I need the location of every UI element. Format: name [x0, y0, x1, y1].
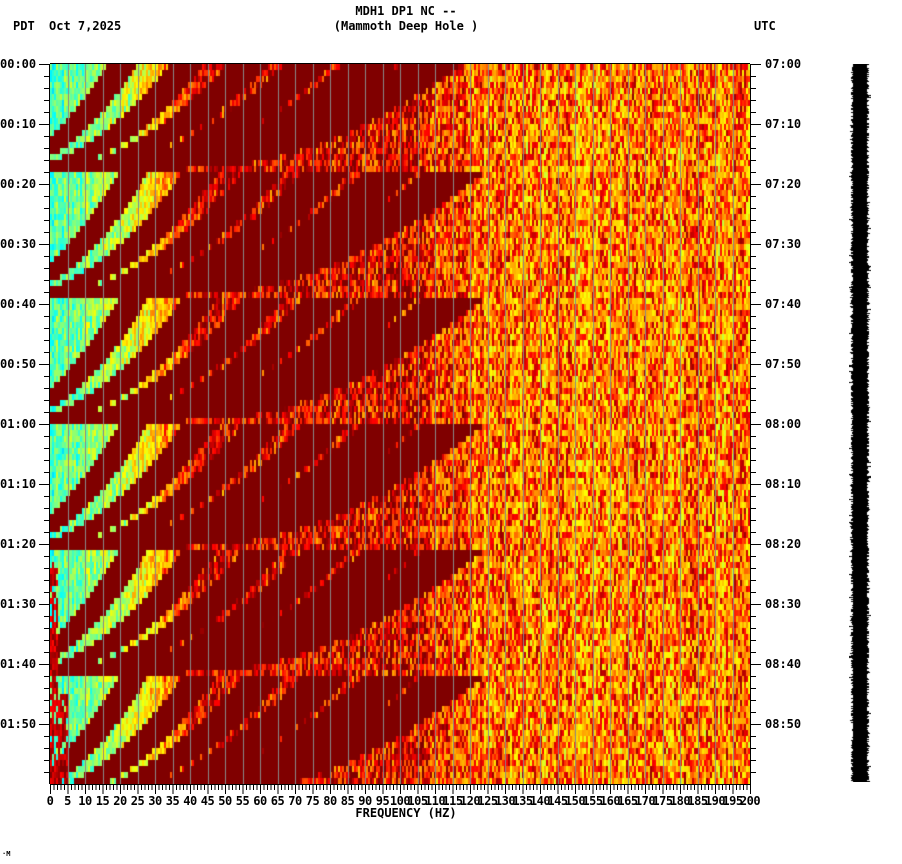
- x-tick: 55: [235, 794, 250, 808]
- y-tick-left: 01:10: [0, 477, 37, 491]
- y-tick-right: 07:40: [765, 297, 802, 311]
- x-tick: 140: [529, 794, 551, 808]
- x-tick: 45: [200, 794, 215, 808]
- y-tick-left: 01:00: [0, 417, 37, 431]
- y-tick-right: 07:20: [765, 177, 802, 191]
- x-tick: 5: [64, 794, 71, 808]
- y-tick-left: 01:30: [0, 597, 37, 611]
- x-tick: 170: [634, 794, 656, 808]
- x-axis-title: FREQUENCY (HZ): [355, 806, 457, 820]
- x-tick: 15: [95, 794, 110, 808]
- spectrogram-canvas: [50, 64, 750, 784]
- spectrogram-plot: [50, 64, 750, 784]
- x-tick: 40: [183, 794, 197, 808]
- x-tick: 120: [459, 794, 481, 808]
- x-tick: 165: [617, 794, 638, 808]
- x-tick: 145: [547, 794, 568, 808]
- right-timezone-label: UTC: [754, 19, 776, 33]
- x-tick: 20: [113, 794, 127, 808]
- seismogram-trace: [849, 64, 871, 782]
- x-tick: 85: [340, 794, 355, 808]
- x-tick: 115: [442, 794, 463, 808]
- y-tick-left: 01:20: [0, 537, 37, 551]
- station-title: MDH1 DP1 NC --: [355, 4, 457, 18]
- x-tick: 90: [358, 794, 372, 808]
- y-tick-left: 00:00: [0, 57, 37, 71]
- x-tick: 175: [652, 794, 673, 808]
- x-tick: 65: [270, 794, 285, 808]
- x-tick: 35: [165, 794, 180, 808]
- x-tick: 190: [704, 794, 726, 808]
- x-tick: 50: [218, 794, 232, 808]
- x-tick: 25: [130, 794, 145, 808]
- x-tick: 150: [564, 794, 586, 808]
- y-tick-left: 00:50: [0, 357, 37, 371]
- x-tick: 95: [375, 794, 390, 808]
- x-tick: 110: [424, 794, 446, 808]
- y-tick-left: 00:20: [0, 177, 37, 191]
- x-tick: 200: [739, 794, 761, 808]
- left-timezone-label: PDT: [13, 19, 35, 33]
- y-tick-right: 08:40: [765, 657, 802, 671]
- y-tick-right: 07:00: [765, 57, 802, 71]
- x-tick: 105: [407, 794, 428, 808]
- x-tick: 30: [148, 794, 162, 808]
- x-tick: 80: [323, 794, 337, 808]
- x-tick: 100: [389, 794, 411, 808]
- y-tick-right: 07:50: [765, 357, 802, 371]
- site-title: (Mammoth Deep Hole ): [333, 19, 479, 33]
- x-tick: 135: [512, 794, 533, 808]
- y-tick-left: 00:40: [0, 297, 37, 311]
- y-tick-left: 01:40: [0, 657, 37, 671]
- x-tick: 185: [687, 794, 708, 808]
- x-tick: 10: [78, 794, 92, 808]
- x-tick: 70: [288, 794, 302, 808]
- y-tick-right: 07:10: [765, 117, 802, 131]
- x-tick: 160: [599, 794, 621, 808]
- x-tick: 75: [305, 794, 320, 808]
- y-tick-left: 01:50: [0, 717, 37, 731]
- x-tick: 60: [253, 794, 267, 808]
- x-tick: 180: [669, 794, 691, 808]
- x-tick: 125: [477, 794, 498, 808]
- y-tick-right: 08:50: [765, 717, 802, 731]
- footer-mark: ·M: [2, 850, 11, 858]
- y-tick-right: 08:20: [765, 537, 802, 551]
- y-tick-left: 00:10: [0, 117, 37, 131]
- date-label: Oct 7,2025: [49, 19, 122, 33]
- y-tick-right: 08:30: [765, 597, 802, 611]
- y-tick-right: 08:00: [765, 417, 802, 431]
- x-tick: 130: [494, 794, 516, 808]
- x-tick: 155: [582, 794, 603, 808]
- y-tick-left: 00:30: [0, 237, 37, 251]
- x-tick: 0: [46, 794, 54, 808]
- y-tick-right: 08:10: [765, 477, 802, 491]
- y-tick-right: 07:30: [765, 237, 802, 251]
- x-tick: 195: [722, 794, 743, 808]
